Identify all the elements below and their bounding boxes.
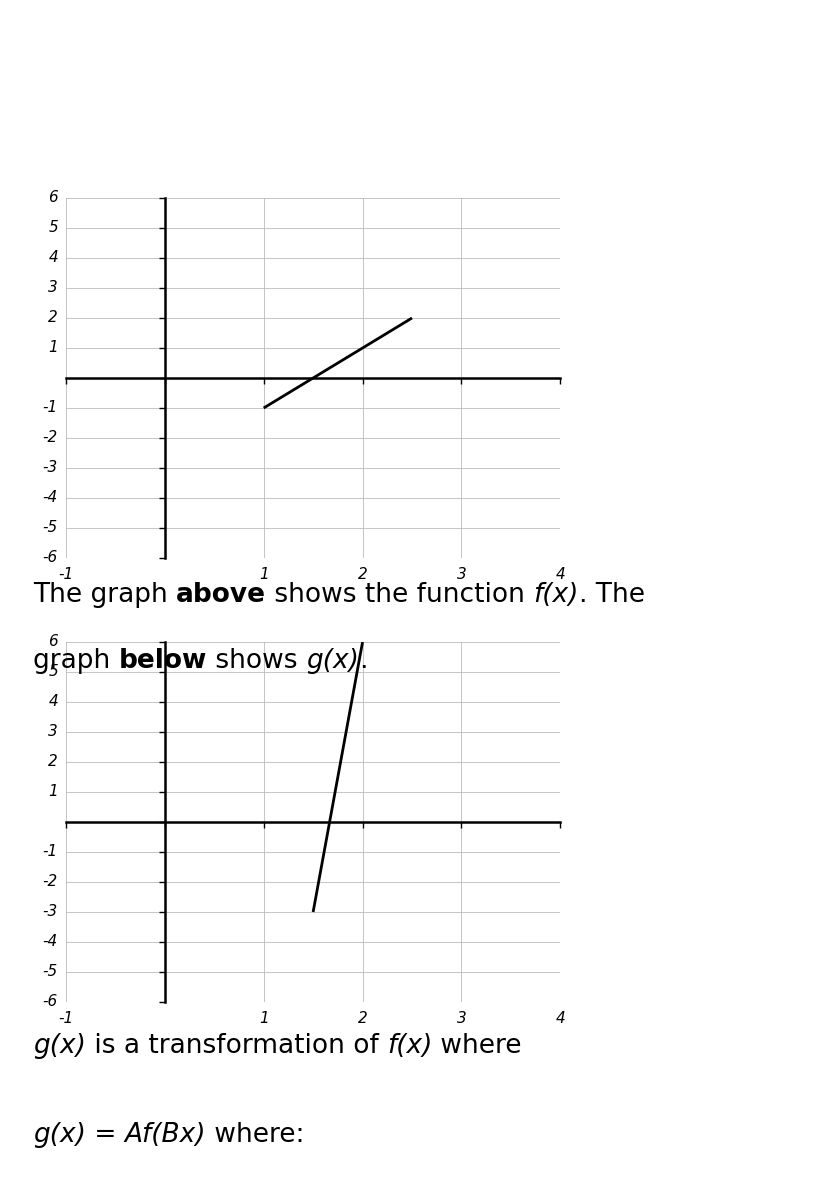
Text: -1: -1 — [43, 845, 58, 859]
Text: -4: -4 — [43, 935, 58, 949]
Text: 4: 4 — [49, 251, 58, 265]
Text: 3: 3 — [456, 566, 466, 582]
Text: 6: 6 — [49, 635, 58, 649]
Text: f(x): f(x) — [533, 582, 578, 608]
Text: below: below — [119, 648, 207, 673]
Text: . The: . The — [578, 582, 644, 608]
Text: 2: 2 — [49, 755, 58, 769]
Text: 1: 1 — [259, 566, 269, 582]
Text: 6: 6 — [49, 191, 58, 205]
Text: above: above — [176, 582, 266, 608]
Text: 3: 3 — [456, 1010, 466, 1026]
Text: The graph: The graph — [33, 582, 176, 608]
Text: 3: 3 — [49, 725, 58, 739]
Text: -3: -3 — [43, 905, 58, 919]
Text: 5: 5 — [49, 221, 58, 235]
Text: graph: graph — [33, 648, 119, 673]
Text: 4: 4 — [49, 695, 58, 709]
Text: is a transformation of: is a transformation of — [86, 1033, 387, 1060]
Text: shows the function: shows the function — [266, 582, 533, 608]
Text: where:: where: — [206, 1122, 305, 1148]
Text: 3: 3 — [49, 281, 58, 295]
Text: g(x): g(x) — [306, 648, 358, 673]
Text: -6: -6 — [43, 995, 58, 1009]
Text: 4: 4 — [555, 566, 565, 582]
Text: where: where — [433, 1033, 522, 1060]
Text: -1: -1 — [43, 401, 58, 415]
Text: .: . — [358, 648, 368, 673]
Text: g(x): g(x) — [33, 1033, 86, 1060]
Text: -4: -4 — [43, 491, 58, 505]
Text: -1: -1 — [59, 566, 73, 582]
Text: -2: -2 — [43, 431, 58, 445]
Text: Af(Bx): Af(Bx) — [124, 1122, 206, 1148]
Text: -5: -5 — [43, 521, 58, 535]
Text: -1: -1 — [59, 1010, 73, 1026]
Text: f(x): f(x) — [387, 1033, 433, 1060]
Text: 1: 1 — [49, 341, 58, 355]
Text: -6: -6 — [43, 551, 58, 565]
Text: =: = — [86, 1122, 124, 1148]
Text: shows: shows — [207, 648, 306, 673]
Text: 1: 1 — [259, 1010, 269, 1026]
Text: -2: -2 — [43, 875, 58, 889]
Text: 2: 2 — [358, 1010, 368, 1026]
Text: 2: 2 — [49, 311, 58, 325]
Text: -3: -3 — [43, 461, 58, 475]
Text: 5: 5 — [49, 665, 58, 679]
Text: 1: 1 — [49, 785, 58, 799]
Text: 2: 2 — [358, 566, 368, 582]
Text: 4: 4 — [555, 1010, 565, 1026]
Text: -5: -5 — [43, 965, 58, 979]
Text: g(x): g(x) — [33, 1122, 86, 1148]
